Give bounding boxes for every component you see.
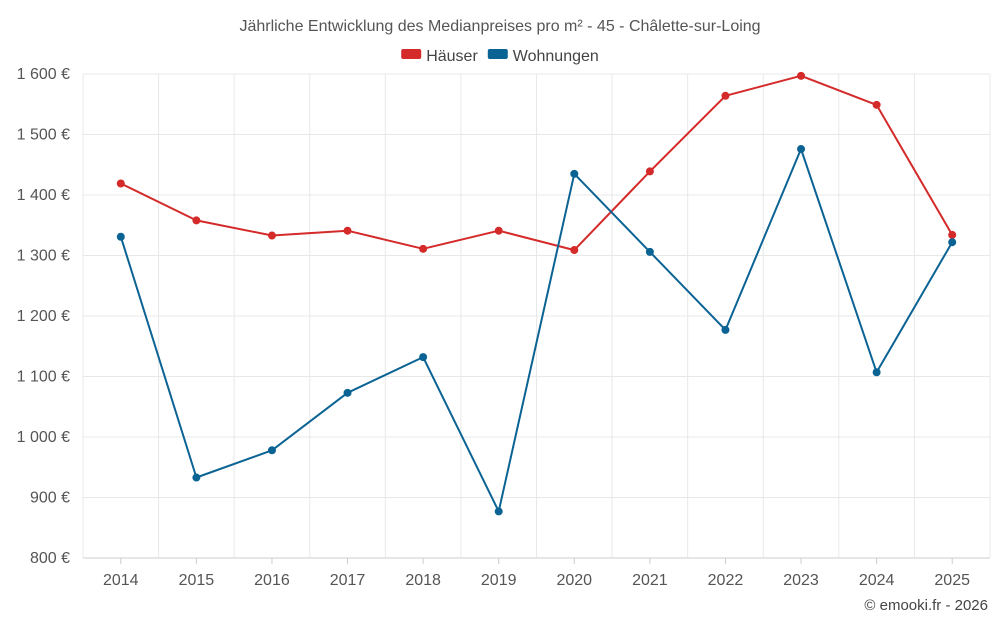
data-point[interactable] [494,226,503,235]
x-tick-label: 2019 [481,572,517,589]
data-point[interactable] [570,246,579,255]
x-tick-label: 2021 [632,572,668,589]
data-point[interactable] [570,169,579,178]
legend-label: Häuser [426,48,478,65]
data-point[interactable] [797,71,806,80]
y-tick-label: 1 300 € [17,248,70,265]
y-tick-label: 900 € [30,490,70,507]
x-axis-ticks: 2014 2015 2016 2017 2018 2019 2020 2021 2022 2023… [103,558,970,589]
data-point[interactable] [645,167,654,176]
x-tick-label: 2024 [859,572,895,589]
x-tick-label: 2014 [103,572,139,589]
legend-swatch [401,49,422,59]
data-point[interactable] [645,247,654,256]
series-line [119,148,954,513]
data-point[interactable] [419,353,428,362]
data-point[interactable] [797,145,806,154]
y-tick-label: 1 100 € [17,369,70,386]
data-point[interactable] [721,325,730,334]
y-tick-label: 1 000 € [17,429,70,446]
y-tick-label: 1 600 € [17,66,70,83]
data-point[interactable] [948,238,957,247]
x-tick-label: 2016 [254,572,290,589]
credit-text: © emooki.fr - 2026 [864,597,988,614]
x-tick-label: 2015 [179,572,215,589]
legend-item[interactable]: Häuser [401,48,478,65]
legend-label: Wohnungen [513,48,599,65]
series-1 [116,71,957,255]
data-point[interactable] [872,100,881,109]
legend-swatch [487,49,508,59]
y-tick-label: 1 400 € [17,187,70,204]
x-tick-label: 2022 [708,572,744,589]
data-point[interactable] [343,388,352,397]
data-point[interactable] [116,232,125,241]
series-line [120,74,954,252]
y-axis-ticks: 800 € 900 € 1 000 € 1 100 € 1 200 € 1 300 € 1 … [17,66,70,567]
data-point[interactable] [192,473,201,482]
chart-title: Jährliche Entwicklung des Medianpreises … [239,18,760,35]
x-tick-label: 2018 [405,572,441,589]
data-point[interactable] [267,231,276,240]
data-point[interactable] [948,230,957,239]
legend: Häuser Wohnungen [401,48,599,65]
data-point[interactable] [494,507,503,516]
data-point[interactable] [192,216,201,225]
y-tick-label: 1 500 € [17,127,70,144]
y-tick-label: 800 € [30,550,70,567]
series-layer [116,71,957,516]
grid [82,73,991,559]
data-point[interactable] [267,446,276,455]
x-tick-label: 2025 [934,572,970,589]
data-point[interactable] [419,244,428,253]
x-tick-label: 2020 [556,572,592,589]
data-point[interactable] [116,179,125,188]
series-2 [116,145,957,516]
x-tick-label: 2023 [783,572,819,589]
legend-item[interactable]: Wohnungen [487,48,599,65]
data-point[interactable] [872,368,881,377]
data-point[interactable] [721,91,730,100]
x-tick-label: 2017 [330,572,366,589]
y-tick-label: 1 200 € [17,308,70,325]
data-point[interactable] [343,226,352,235]
